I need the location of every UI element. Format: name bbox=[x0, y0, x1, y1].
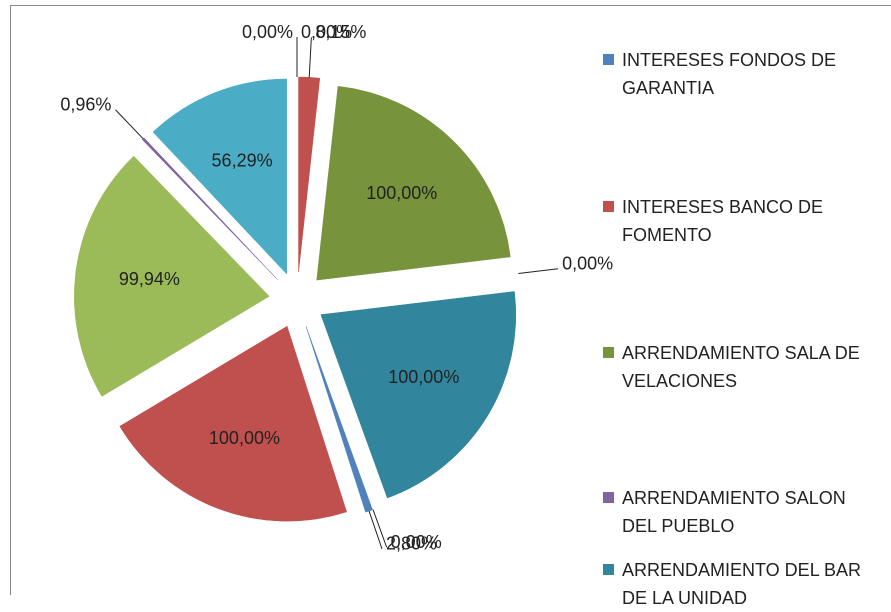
legend-item: ARRENDAMIENTO SALON DEL PUEBLO bbox=[603, 484, 873, 540]
data-label: 99,94% bbox=[119, 269, 180, 289]
legend-swatch bbox=[603, 492, 614, 503]
chart: 0,00%8,15%100,00%0,00%100,00%0,00%2,80%1… bbox=[0, 0, 891, 595]
legend-label: INTERESES BANCO DE FOMENTO bbox=[622, 193, 873, 249]
legend-item: ARRENDAMIENTO SALA DE VELACIONES bbox=[603, 339, 873, 395]
data-label: 100,00% bbox=[388, 367, 459, 387]
legend-item: INTERESES BANCO DE FOMENTO bbox=[603, 193, 873, 249]
data-label: 0,00% bbox=[562, 253, 613, 273]
legend-label: ARRENDAMIENTO DEL BAR DE LA UNIDAD bbox=[622, 556, 873, 612]
legend-swatch bbox=[603, 564, 614, 575]
slice bbox=[299, 77, 320, 272]
legend-label: ARRENDAMIENTO SALA DE VELACIONES bbox=[622, 339, 873, 395]
legend-swatch bbox=[603, 54, 614, 65]
data-label: 0,96% bbox=[60, 94, 111, 114]
legend-item: ARRENDAMIENTO DEL BAR DE LA UNIDAD bbox=[603, 556, 873, 612]
slice bbox=[321, 291, 516, 498]
legend-swatch bbox=[603, 347, 614, 358]
slice bbox=[325, 273, 519, 296]
legend-swatch bbox=[603, 201, 614, 212]
legend-item: INTERESES FONDOS DE GARANTIA bbox=[603, 46, 873, 102]
legend-label: ARRENDAMIENTO SALON DEL PUEBLO bbox=[622, 484, 873, 540]
data-label: 56,29% bbox=[212, 150, 273, 170]
leader-line bbox=[115, 110, 143, 139]
data-label: 8,15% bbox=[315, 22, 366, 42]
data-label: 100,00% bbox=[209, 428, 280, 448]
legend-label: INTERESES FONDOS DE GARANTIA bbox=[622, 46, 873, 102]
data-label: 100,00% bbox=[366, 183, 437, 203]
data-label: 0,00% bbox=[242, 22, 293, 42]
leader-line bbox=[518, 269, 558, 274]
leader-line bbox=[309, 37, 311, 77]
data-label: 2,80% bbox=[386, 534, 437, 554]
